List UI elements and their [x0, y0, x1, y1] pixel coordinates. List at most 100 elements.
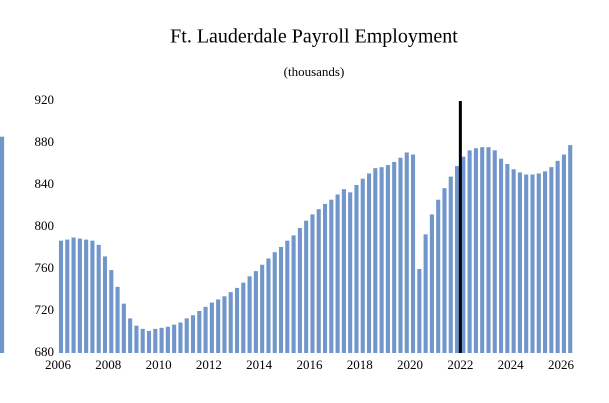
bar: [480, 147, 485, 353]
bar: [134, 325, 139, 353]
bar: [530, 174, 535, 353]
bar: [404, 152, 409, 353]
bar: [322, 203, 328, 353]
y-tick-label: 920: [35, 92, 55, 107]
x-tick-label: 2016: [296, 357, 323, 372]
bar: [247, 276, 252, 353]
bar: [159, 327, 164, 353]
bar: [304, 220, 309, 353]
bar: [448, 176, 453, 353]
bar: [366, 173, 372, 353]
y-tick-label: 760: [35, 260, 55, 275]
x-tick-label: 2006: [45, 357, 72, 372]
bar: [266, 258, 271, 353]
bar: [329, 199, 334, 353]
bar: [241, 282, 246, 353]
bar: [216, 299, 221, 353]
bar: [543, 171, 548, 353]
bar: [511, 169, 516, 353]
bar: [140, 328, 145, 353]
x-tick-label: 2024: [498, 357, 525, 372]
bar: [272, 252, 277, 353]
bar: [260, 264, 265, 353]
bar: [316, 209, 321, 353]
bar: [96, 244, 101, 353]
bar: [499, 158, 504, 353]
bar: [561, 154, 566, 353]
bar: [348, 192, 353, 353]
bar: [455, 166, 460, 353]
bar: [373, 168, 378, 353]
bar: [197, 311, 202, 353]
bar: [172, 324, 177, 353]
bar: [354, 185, 359, 353]
x-tick-label: 2026: [548, 357, 575, 372]
x-tick-label: 2012: [196, 357, 222, 372]
bar: [228, 292, 233, 353]
bar: [310, 214, 315, 353]
bar: [90, 240, 95, 353]
bar: [115, 286, 120, 353]
bar: [71, 237, 76, 353]
bar: [417, 269, 422, 353]
bar: [222, 296, 227, 353]
y-tick-label: 800: [35, 218, 55, 233]
bar: [555, 160, 560, 353]
bar: [411, 154, 416, 353]
bar: [423, 234, 428, 353]
bar: [442, 188, 447, 353]
bar: [341, 189, 346, 353]
y-tick-label: 840: [35, 176, 55, 191]
y-tick-label: 680: [35, 344, 55, 359]
bar: [203, 306, 208, 353]
bar: [234, 287, 240, 353]
bar: [291, 235, 296, 353]
bar: [285, 240, 290, 353]
chart-title: Ft. Lauderdale Payroll Employment: [170, 26, 458, 48]
bar: [128, 318, 133, 353]
x-tick-label: 2020: [397, 357, 423, 372]
bar: [492, 150, 497, 353]
bar: [505, 164, 510, 353]
bar: [467, 150, 472, 353]
bar: [473, 148, 478, 353]
x-tick-label: 2010: [146, 357, 172, 372]
bar: [436, 199, 441, 353]
bar: [121, 303, 126, 353]
bar: [209, 302, 214, 353]
bar: [190, 315, 196, 353]
bar: [58, 240, 64, 353]
bar: [517, 172, 522, 353]
bar: [385, 165, 390, 353]
bar: [102, 256, 108, 353]
bar: [109, 270, 114, 353]
bar: [524, 174, 529, 353]
bar: [297, 228, 302, 353]
bar: [461, 156, 466, 353]
x-tick-label: 2022: [447, 357, 473, 372]
bar: [165, 326, 170, 353]
bar: [278, 246, 284, 353]
x-tick-label: 2008: [95, 357, 121, 372]
y-tick-label: 880: [35, 134, 55, 149]
bar: [153, 328, 158, 353]
bar: [392, 161, 397, 353]
bar: [77, 238, 82, 353]
bar: [549, 167, 554, 353]
y-tick-label: 720: [35, 302, 55, 317]
bar: [84, 239, 89, 353]
bar: [360, 178, 365, 353]
bar: [429, 214, 434, 353]
bar: [146, 330, 152, 353]
x-tick-label: 2018: [347, 357, 373, 372]
bar: [0, 136, 5, 353]
bar: [184, 318, 189, 353]
bar: [65, 239, 70, 353]
bar: [253, 271, 258, 353]
x-tick-label: 2014: [246, 357, 273, 372]
bar: [379, 167, 384, 353]
bar: [536, 173, 541, 353]
chart-subtitle: (thousands): [284, 64, 345, 79]
bar: [398, 157, 403, 353]
bar: [335, 194, 340, 353]
